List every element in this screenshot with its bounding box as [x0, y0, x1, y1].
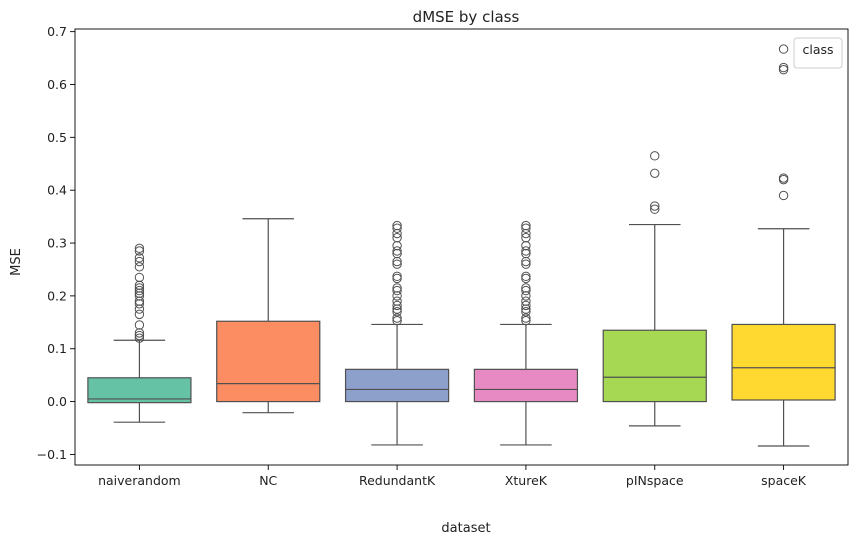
outlier-point [134, 243, 145, 254]
outlier-point [392, 246, 402, 256]
y-axis-title: MSE [9, 248, 24, 276]
outlier-point [392, 271, 402, 282]
outlier-point [521, 296, 531, 306]
outlier-point [134, 283, 145, 293]
outlier-point [392, 283, 402, 293]
outlier-point [134, 272, 145, 283]
plot-frame [74, 28, 849, 466]
outlier-point [134, 246, 145, 256]
box-XtureK [473, 368, 579, 403]
outlier-point [521, 283, 531, 293]
outlier-point [134, 330, 145, 341]
y-tick-label: 0.1 [47, 341, 67, 356]
chart-title: dMSE by class [413, 8, 520, 26]
outlier-point [392, 233, 402, 243]
x-tick-label: NC [259, 473, 277, 488]
x-tick-label: naiverandom [98, 473, 181, 488]
outlier-point [521, 223, 531, 233]
outlier-point [134, 309, 145, 320]
outlier-point [778, 190, 789, 201]
box-spaceK [731, 323, 836, 401]
y-tick-label: 0.4 [47, 183, 67, 198]
plot-area: −0.1 0.0 0.1 0.2 0.3 0.4 0.5 0.6 0.7 naiverandom N… [37, 24, 849, 488]
outlier-point [134, 333, 145, 343]
outlier-point [521, 220, 531, 231]
outlier-point [392, 223, 402, 233]
y-tick-label: 0.5 [47, 130, 67, 145]
outlier-point [392, 259, 402, 269]
x-tick-label: XtureK [505, 473, 548, 488]
outlier-point [521, 285, 531, 296]
x-tick-label: RedundantK [359, 473, 436, 488]
outlier-point [521, 307, 531, 317]
legend-title: class [802, 42, 833, 57]
box-NC [216, 320, 321, 403]
y-tick-label: 0.7 [47, 24, 67, 39]
outlier-point [650, 151, 660, 161]
outlier-point [392, 285, 402, 296]
outlier-point [521, 240, 531, 251]
outlier-point [521, 300, 531, 311]
box-pINspace [602, 329, 707, 403]
y-tick-label: 0.2 [47, 288, 67, 303]
outlier-point [650, 201, 660, 211]
x-tick-label: spaceK [761, 473, 807, 488]
outlier-point [392, 220, 402, 231]
outlier-point [778, 173, 789, 183]
outlier-point [521, 233, 531, 243]
x-axis-title: dataset [441, 521, 490, 536]
y-tick-label: 0.6 [47, 77, 67, 92]
outlier-point [521, 316, 531, 326]
outlier-point [778, 62, 789, 73]
outlier-point [650, 204, 660, 214]
outlier-point [392, 240, 402, 251]
y-tick-label: 0.3 [47, 236, 67, 251]
outlier-point [134, 253, 145, 263]
outlier-point [392, 313, 402, 323]
outlier-point [134, 262, 145, 272]
box-RedundantK [344, 368, 450, 403]
outlier-point [521, 273, 531, 284]
outlier-point [521, 246, 531, 256]
x-tick-label: pINspace [626, 473, 684, 488]
y-tick-label: −0.1 [37, 447, 67, 462]
outlier-point [392, 316, 402, 326]
outlier-point [392, 307, 402, 317]
outlier-point [392, 273, 402, 284]
outlier-point [521, 271, 531, 282]
outlier-point [650, 168, 660, 178]
outlier-point [521, 313, 531, 323]
outlier-point [134, 256, 145, 267]
outlier-point [392, 300, 402, 311]
y-tick-label: 0.0 [47, 394, 67, 409]
outlier-point [778, 44, 789, 54]
outlier-point [134, 285, 145, 296]
outlier-point [392, 296, 402, 306]
legend-box [793, 37, 843, 69]
outlier-point [134, 320, 145, 330]
outlier-point [521, 259, 531, 269]
outlier-point [778, 64, 789, 75]
